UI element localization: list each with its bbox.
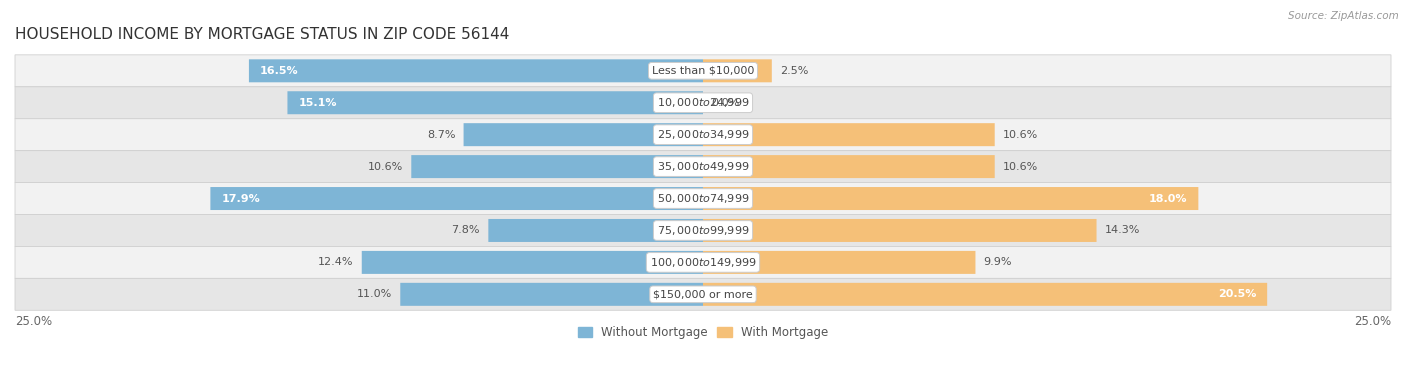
FancyBboxPatch shape [15,87,1391,119]
FancyBboxPatch shape [464,123,703,146]
FancyBboxPatch shape [15,247,1391,278]
FancyBboxPatch shape [15,55,1391,87]
Text: 10.6%: 10.6% [1002,162,1038,172]
Text: 25.0%: 25.0% [1354,315,1391,328]
Text: $75,000 to $99,999: $75,000 to $99,999 [657,224,749,237]
FancyBboxPatch shape [211,187,703,210]
FancyBboxPatch shape [15,182,1391,215]
Text: Source: ZipAtlas.com: Source: ZipAtlas.com [1288,11,1399,21]
Text: Less than $10,000: Less than $10,000 [652,66,754,76]
Text: 18.0%: 18.0% [1149,193,1187,204]
FancyBboxPatch shape [15,151,1391,182]
Text: 16.5%: 16.5% [260,66,298,76]
Text: $100,000 to $149,999: $100,000 to $149,999 [650,256,756,269]
Text: $10,000 to $24,999: $10,000 to $24,999 [657,96,749,109]
Text: 17.9%: 17.9% [221,193,260,204]
Text: 14.3%: 14.3% [1105,225,1140,236]
FancyBboxPatch shape [287,91,703,114]
FancyBboxPatch shape [412,155,703,178]
Text: 20.5%: 20.5% [1218,289,1256,299]
FancyBboxPatch shape [361,251,703,274]
FancyBboxPatch shape [703,219,1097,242]
FancyBboxPatch shape [249,59,703,82]
FancyBboxPatch shape [703,59,772,82]
Text: 25.0%: 25.0% [15,315,52,328]
Text: HOUSEHOLD INCOME BY MORTGAGE STATUS IN ZIP CODE 56144: HOUSEHOLD INCOME BY MORTGAGE STATUS IN Z… [15,27,509,42]
FancyBboxPatch shape [15,278,1391,310]
FancyBboxPatch shape [703,251,976,274]
Text: 9.9%: 9.9% [984,257,1012,267]
FancyBboxPatch shape [703,187,1198,210]
Text: 2.5%: 2.5% [780,66,808,76]
Text: 7.8%: 7.8% [451,225,479,236]
Text: 11.0%: 11.0% [357,289,392,299]
Legend: Without Mortgage, With Mortgage: Without Mortgage, With Mortgage [574,321,832,344]
Text: $50,000 to $74,999: $50,000 to $74,999 [657,192,749,205]
Text: $150,000 or more: $150,000 or more [654,289,752,299]
Text: 10.6%: 10.6% [368,162,404,172]
FancyBboxPatch shape [703,123,994,146]
Text: $35,000 to $49,999: $35,000 to $49,999 [657,160,749,173]
Text: 0.0%: 0.0% [711,98,740,108]
Text: 12.4%: 12.4% [318,257,353,267]
FancyBboxPatch shape [15,215,1391,247]
FancyBboxPatch shape [703,283,1267,306]
FancyBboxPatch shape [488,219,703,242]
FancyBboxPatch shape [401,283,703,306]
Text: 15.1%: 15.1% [298,98,337,108]
Text: $25,000 to $34,999: $25,000 to $34,999 [657,128,749,141]
FancyBboxPatch shape [15,119,1391,151]
Text: 8.7%: 8.7% [427,130,456,139]
FancyBboxPatch shape [703,155,994,178]
Text: 10.6%: 10.6% [1002,130,1038,139]
